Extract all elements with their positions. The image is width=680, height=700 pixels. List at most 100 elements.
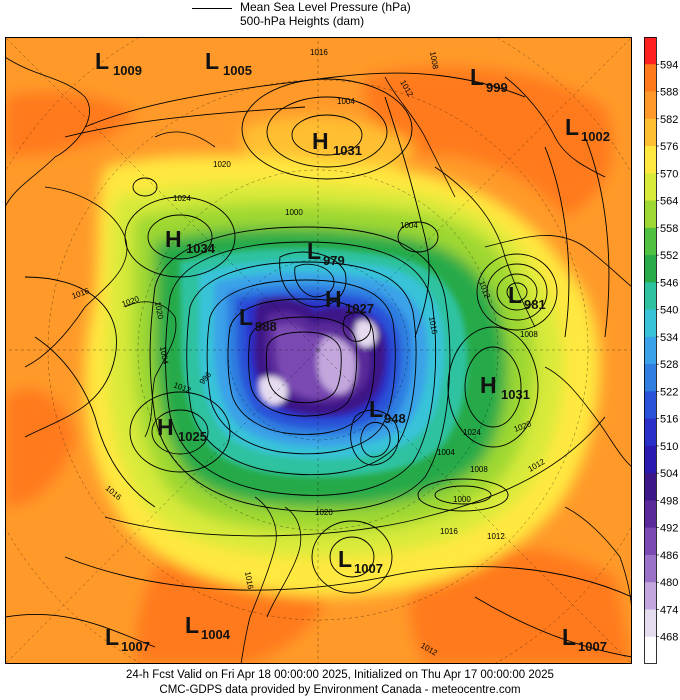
svg-text:H: H xyxy=(165,226,182,252)
colorbar-swatch xyxy=(644,527,656,556)
colorbar-swatch xyxy=(644,146,656,174)
high-pressure-center: H 1025 xyxy=(157,414,207,444)
isobar-label: 1016 xyxy=(243,571,255,591)
colorbar-swatch xyxy=(644,173,656,202)
svg-text:L: L xyxy=(185,612,199,638)
data-credit-caption: CMC-GDPS data provided by Environment Ca… xyxy=(159,684,521,696)
colorbar-label: 552 xyxy=(660,250,678,262)
svg-text:L: L xyxy=(338,546,352,572)
colorbar-label: 522 xyxy=(660,386,678,398)
isobar-label: 1008 xyxy=(428,51,440,71)
colorbar-swatch xyxy=(644,554,656,583)
colorbar-swatches xyxy=(644,37,656,664)
svg-text:1002: 1002 xyxy=(581,129,610,144)
coastlines xyxy=(5,56,632,664)
svg-text:1031: 1031 xyxy=(333,143,362,158)
low-pressure-center: L 1005 xyxy=(205,48,252,78)
isobar-label: 1008 xyxy=(520,330,538,339)
isobar-label: 1020 xyxy=(153,301,165,321)
graticule xyxy=(5,37,632,664)
svg-text:1034: 1034 xyxy=(186,241,216,256)
isobar-label: 1020 xyxy=(315,508,333,517)
svg-text:1007: 1007 xyxy=(121,639,150,654)
colorbar-swatch xyxy=(644,200,656,229)
svg-text:979: 979 xyxy=(323,253,345,268)
colorbar-label: 516 xyxy=(660,414,678,426)
colorbar-label: 480 xyxy=(660,577,678,589)
colorbar-swatch xyxy=(644,37,656,65)
isobars xyxy=(5,72,632,658)
colorbar-swatch xyxy=(644,64,656,93)
colorbar-swatch xyxy=(644,636,656,664)
colorbar-label: 486 xyxy=(660,550,678,562)
legend-height-label: 500-hPa Heights (dam) xyxy=(240,14,365,28)
low-pressure-center: L 1007 xyxy=(105,624,150,654)
isobar-label: 1000 xyxy=(285,208,303,217)
svg-text:L: L xyxy=(95,48,109,74)
svg-text:L: L xyxy=(105,624,119,650)
svg-text:L: L xyxy=(369,396,383,422)
forecast-map: 1016 1012 1008 1004 1020 1024 1016 1020 … xyxy=(5,37,632,664)
svg-text:999: 999 xyxy=(486,80,508,95)
colorbar-swatch xyxy=(644,582,656,610)
forecast-valid-caption: 24-h Fcst Valid on Fri Apr 18 00:00:00 2… xyxy=(126,669,554,681)
colorbar-swatch xyxy=(644,473,656,501)
low-pressure-center: L 988 xyxy=(239,304,277,334)
colorbar-labels: 594 588 582 576 570 564 558 552 546 540 534 528 522 5… xyxy=(656,59,678,644)
svg-text:1005: 1005 xyxy=(223,63,252,78)
svg-text:H: H xyxy=(480,372,497,398)
colorbar-label: 594 xyxy=(660,59,678,71)
isobar-label: 1016 xyxy=(440,527,458,536)
height-colorbar: 594 588 582 576 570 564 558 552 546 540 534 528 522 5… xyxy=(644,37,678,664)
isobar-label: 1004 xyxy=(437,448,455,457)
colorbar-label: 534 xyxy=(660,332,678,344)
isobar-label: 1004 xyxy=(158,346,170,366)
svg-text:H: H xyxy=(157,414,174,440)
low-pressure-center: L 1002 xyxy=(565,114,610,144)
colorbar-label: 558 xyxy=(660,223,678,235)
svg-text:1009: 1009 xyxy=(113,63,142,78)
colorbar-label: 510 xyxy=(660,441,678,453)
low-pressure-center: L 1007 xyxy=(338,546,383,576)
colorbar-swatch xyxy=(644,227,656,256)
svg-text:1007: 1007 xyxy=(578,639,607,654)
svg-text:L: L xyxy=(205,48,219,74)
isobar-label: 1020 xyxy=(213,160,231,169)
low-pressure-center: L 999 xyxy=(470,64,508,95)
low-pressure-center: L 1004 xyxy=(185,612,231,642)
colorbar-swatch xyxy=(644,336,656,365)
colorbar-label: 576 xyxy=(660,141,678,153)
low-pressure-center: L 979 xyxy=(307,238,345,268)
isobar-label: 1024 xyxy=(173,194,191,203)
low-pressure-center: L 1007 xyxy=(562,624,607,654)
high-pressure-center: H 1031 xyxy=(480,372,530,402)
colorbar-swatch xyxy=(644,364,656,392)
colorbar-label: 498 xyxy=(660,495,678,507)
isobar-label: 1012 xyxy=(487,532,505,541)
high-pressure-center: H 1027 xyxy=(325,286,374,316)
svg-text:L: L xyxy=(562,624,576,650)
svg-text:1027: 1027 xyxy=(345,301,374,316)
pressure-systems: L 1009 L 1005 L 999 L 1002 H 1031 H 1034 L 979 … xyxy=(95,48,610,654)
svg-text:1007: 1007 xyxy=(354,561,383,576)
svg-text:H: H xyxy=(325,286,342,312)
colorbar-swatch xyxy=(644,255,656,283)
svg-text:L: L xyxy=(239,304,253,330)
svg-text:1004: 1004 xyxy=(201,627,231,642)
high-pressure-center: H 1034 xyxy=(165,226,216,256)
isobar-label: 1016 xyxy=(427,316,439,336)
colorbar-label: 504 xyxy=(660,468,678,480)
map-frame xyxy=(5,37,632,664)
colorbar-swatch xyxy=(644,500,656,529)
map-legend: Mean Sea Level Pressure (hPa) 500-hPa He… xyxy=(190,0,490,36)
low-pressure-center: L 948 xyxy=(369,396,406,426)
colorbar-label: 528 xyxy=(660,359,678,371)
colorbar-swatch xyxy=(644,118,656,147)
colorbar-label: 474 xyxy=(660,604,678,616)
isobar-label: 1000 xyxy=(453,495,471,504)
colorbar-label: 588 xyxy=(660,87,678,99)
colorbar-label: 564 xyxy=(660,196,678,208)
colorbar-swatch xyxy=(644,391,656,420)
colorbar-swatch xyxy=(644,609,656,638)
svg-text:948: 948 xyxy=(384,411,406,426)
